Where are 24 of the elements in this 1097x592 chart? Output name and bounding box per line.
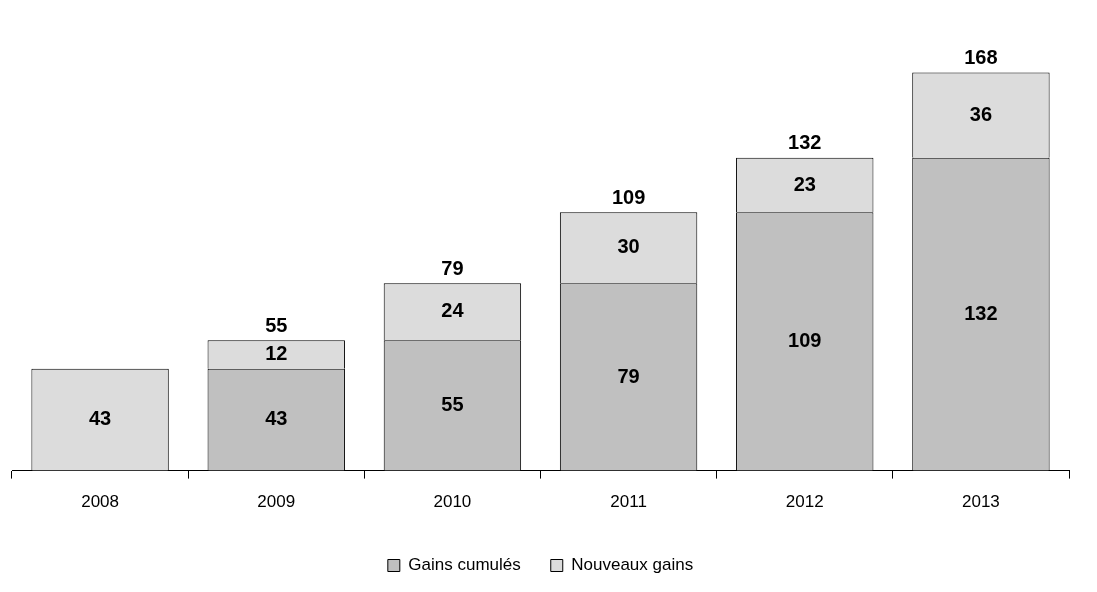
data-label: 132: [964, 301, 998, 324]
data-label: 79: [617, 364, 640, 387]
x-tick-label: 2009: [257, 492, 296, 512]
total-label: 109: [611, 185, 646, 208]
data-label: 36: [969, 102, 993, 125]
x-tick-label: 2012: [785, 492, 824, 512]
data-label: 24: [441, 299, 465, 322]
x-tick-label: 2008: [81, 492, 119, 512]
data-label: 109: [788, 328, 822, 351]
data-label: 23: [793, 172, 816, 195]
legend-label: Nouveaux gains: [571, 555, 694, 575]
legend-label: Gains cumulés: [408, 555, 521, 575]
data-label: 55: [441, 392, 464, 415]
data-label: 43: [265, 407, 288, 430]
x-tick-label: 2011: [610, 492, 647, 512]
total-label: 79: [441, 256, 464, 279]
data-label: 12: [265, 341, 288, 364]
total-label: 132: [788, 131, 822, 154]
total-label: 55: [265, 313, 288, 336]
data-label: 30: [617, 235, 640, 258]
data-label: 43: [88, 407, 112, 430]
x-tick-label: 2010: [433, 492, 472, 512]
total-label: 168: [964, 45, 998, 68]
x-tick-label: 2013: [962, 492, 1000, 512]
